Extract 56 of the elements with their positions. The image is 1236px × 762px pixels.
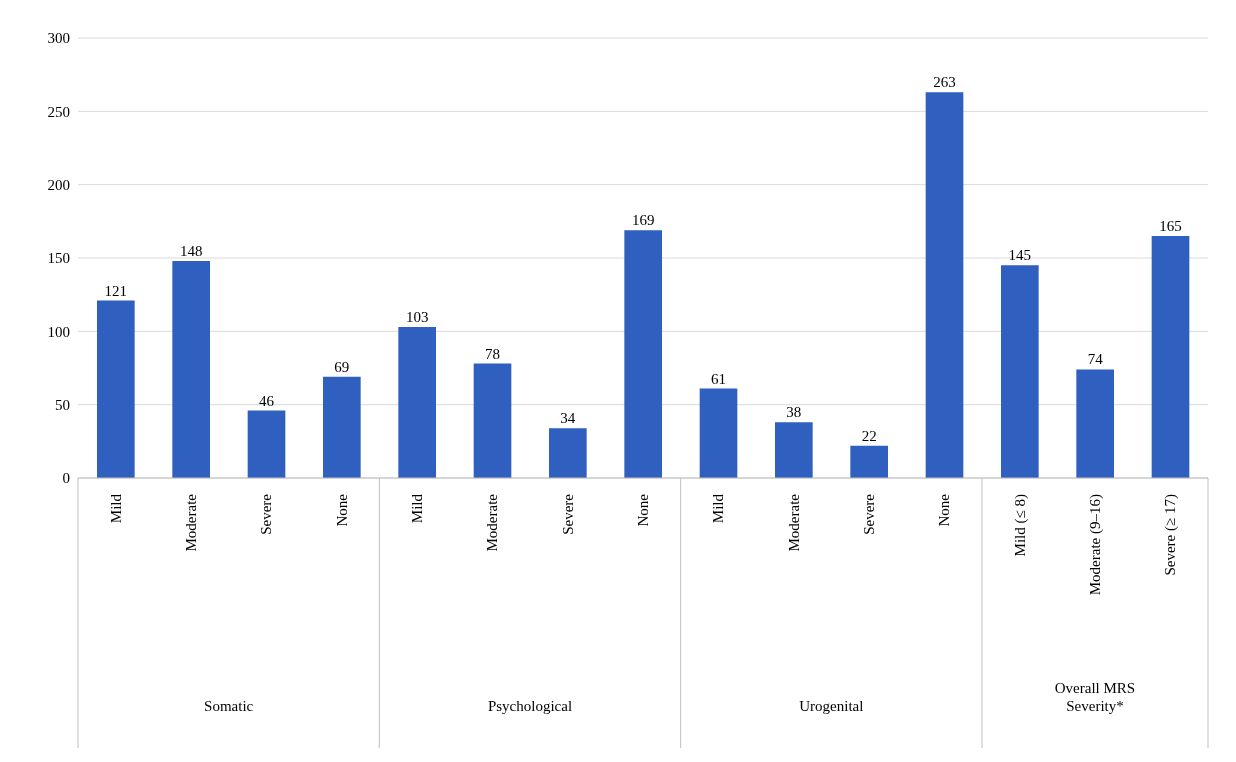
y-tick-label: 100 <box>47 323 70 340</box>
bar <box>624 230 662 478</box>
data-label: 263 <box>933 74 956 91</box>
y-tick-label: 150 <box>47 250 70 267</box>
bar <box>925 92 964 478</box>
data-label: 121 <box>104 282 128 299</box>
bar <box>699 388 738 478</box>
y-tick-label: 50 <box>55 396 70 413</box>
data-label: 169 <box>631 212 655 229</box>
text: Somatic <box>204 698 254 714</box>
bar <box>473 363 512 478</box>
x-tick-label: Mild <box>107 493 124 524</box>
data-label: 34 <box>560 410 576 427</box>
bar <box>549 428 587 478</box>
y-tick-label: 300 <box>47 30 70 47</box>
data-label: 38 <box>786 404 802 421</box>
x-tick-label: Moderate <box>183 493 199 552</box>
text: Urogenital <box>799 698 864 714</box>
y-tick-label: 250 <box>47 103 70 120</box>
bar <box>850 445 888 478</box>
data-label: 46 <box>259 392 275 409</box>
data-label: 69 <box>334 358 350 375</box>
x-tick-label: Severe (≥ 17) <box>1162 494 1180 576</box>
x-tick-label: Severe <box>258 493 275 535</box>
x-tick-label: None <box>635 493 651 527</box>
text: Psychological <box>487 698 573 714</box>
x-tick-label: Mild (≤ 8) <box>1011 494 1029 557</box>
data-label: 165 <box>1159 218 1182 234</box>
bar <box>1076 369 1114 478</box>
data-label: 145 <box>1008 247 1032 264</box>
bar <box>323 376 361 478</box>
bar <box>1151 236 1190 478</box>
data-label: 78 <box>485 345 500 362</box>
y-tick-label: 200 <box>47 176 70 193</box>
x-tick-label: Mild <box>710 493 727 524</box>
data-label: 148 <box>179 242 203 259</box>
x-tick-label: Severe <box>861 493 877 535</box>
x-tick-label: None <box>936 493 953 527</box>
x-tick-label: Moderate <box>484 493 501 552</box>
bar <box>775 422 813 478</box>
text: Overall MRS Severity* <box>1054 680 1136 714</box>
x-tick-label: None <box>333 493 350 527</box>
data-label: 103 <box>405 308 429 325</box>
data-label: 74 <box>1087 351 1104 368</box>
bar <box>398 326 436 478</box>
x-tick-label: Severe <box>559 493 576 535</box>
bar <box>172 260 210 478</box>
data-label: 22 <box>861 427 877 444</box>
bar <box>1001 265 1039 478</box>
x-tick-label: Moderate (9–16) <box>1087 494 1104 596</box>
bar <box>247 410 286 478</box>
x-tick-label: Moderate <box>785 493 802 552</box>
y-tick-label: 0 <box>62 470 70 487</box>
bar <box>97 300 135 478</box>
data-label: 61 <box>711 370 726 387</box>
x-tick-label: Mild <box>409 493 425 524</box>
